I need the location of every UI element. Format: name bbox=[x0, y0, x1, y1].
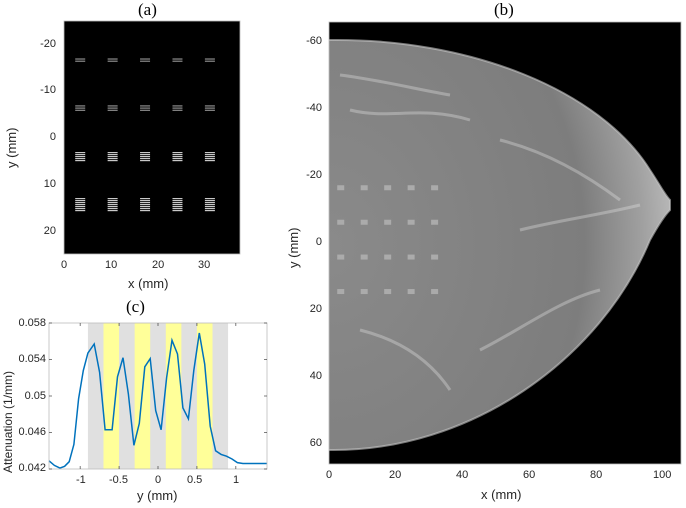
panel-a-image bbox=[64, 21, 240, 254]
panel-b-title: (b) bbox=[494, 0, 514, 19]
xtick: 10 bbox=[105, 259, 118, 271]
ytick: 0.058 bbox=[18, 317, 46, 329]
xtick: 0 bbox=[61, 259, 68, 271]
ytick: 0.046 bbox=[18, 426, 46, 438]
ytick: 0.05 bbox=[24, 390, 46, 402]
ytick: 20 bbox=[43, 225, 56, 237]
ytick: 0.042 bbox=[18, 462, 46, 474]
ytick: 0.054 bbox=[18, 353, 46, 365]
panel-a-ylabel: y (mm) bbox=[4, 127, 19, 168]
ytick: 40 bbox=[309, 370, 322, 382]
xtick: 100 bbox=[653, 469, 672, 481]
xtick: 0 bbox=[326, 469, 333, 481]
xtick: 40 bbox=[456, 469, 469, 481]
xtick: -1 bbox=[76, 474, 86, 486]
xtick: 30 bbox=[198, 259, 211, 271]
ytick: 10 bbox=[43, 178, 56, 190]
xtick: 20 bbox=[389, 469, 402, 481]
panel-a-title: (a) bbox=[138, 0, 157, 19]
panel-c-xlabel: y (mm) bbox=[137, 488, 178, 503]
xtick: 0.5 bbox=[187, 474, 203, 486]
panel-b-image bbox=[329, 22, 681, 464]
ytick: -10 bbox=[40, 84, 56, 96]
xtick: 20 bbox=[152, 259, 165, 271]
panel-c-plot bbox=[48, 322, 268, 470]
xtick: 1 bbox=[233, 474, 240, 486]
ytick: -60 bbox=[306, 35, 322, 47]
xtick: -0.5 bbox=[109, 474, 128, 486]
ytick: 60 bbox=[309, 437, 322, 449]
xtick: 0 bbox=[155, 474, 162, 486]
ytick: -20 bbox=[306, 169, 322, 181]
panel-c-title: (c) bbox=[126, 297, 145, 316]
panel-b-ylabel: y (mm) bbox=[286, 227, 301, 268]
ytick: 20 bbox=[309, 303, 322, 315]
ytick: -20 bbox=[40, 38, 56, 50]
panel-a-xlabel: x (mm) bbox=[128, 276, 169, 291]
ytick: 0 bbox=[49, 131, 56, 143]
panel-c-ylabel: Attenuation (1/mm) bbox=[1, 370, 15, 473]
ytick: 0 bbox=[315, 236, 322, 248]
panel-b-xlabel: x (mm) bbox=[481, 487, 522, 502]
xtick: 60 bbox=[523, 469, 536, 481]
xtick: 80 bbox=[590, 469, 603, 481]
ytick: -40 bbox=[306, 102, 322, 114]
